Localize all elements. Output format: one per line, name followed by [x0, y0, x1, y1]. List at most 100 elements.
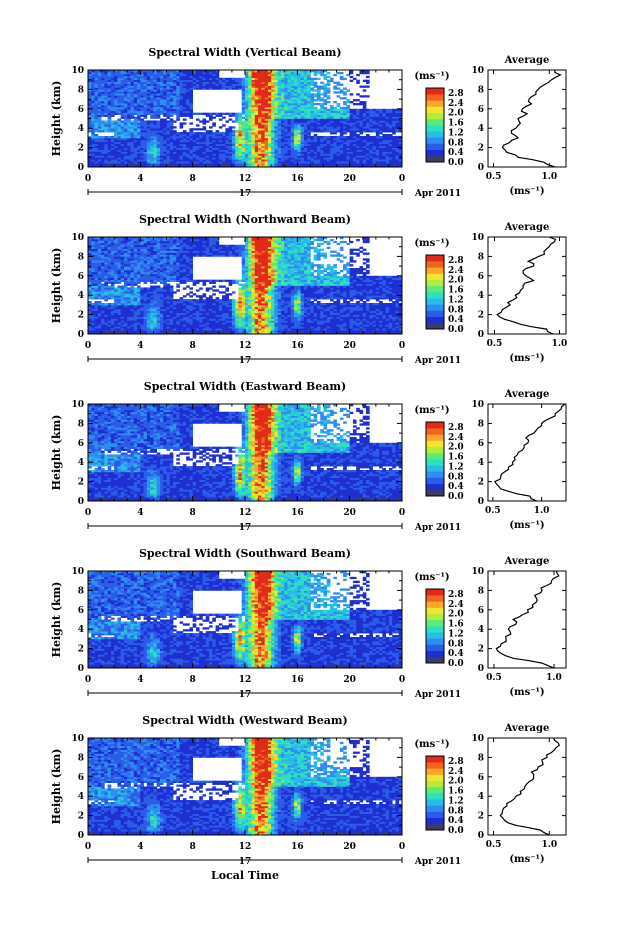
heatmap-cell [189, 112, 194, 115]
heatmap-cell [123, 289, 128, 292]
heatmap-cell [104, 153, 108, 156]
heatmap-cell [107, 124, 112, 127]
heatmap-cell [313, 108, 318, 112]
heatmap-cell [339, 89, 344, 92]
heatmap-cell [117, 330, 122, 333]
heatmap-cell [110, 101, 115, 104]
heatmap-cell [349, 118, 354, 121]
heatmap-cell [117, 299, 122, 302]
heatmap-cell [323, 106, 328, 110]
heatmap-cell [326, 116, 331, 119]
heatmap-cell [222, 159, 226, 162]
heatmap-cell [110, 120, 115, 123]
heatmap-cell [261, 149, 265, 152]
heatmap-cell [310, 137, 315, 141]
heatmap-cell [107, 320, 112, 323]
heatmap-cell [392, 122, 396, 125]
heatmap-cell [130, 116, 135, 119]
heatmap-cell [101, 104, 105, 108]
heatmap-cell [133, 244, 138, 248]
heatmap-cell [313, 85, 318, 88]
heatmap-cell [343, 77, 347, 81]
heatmap-cell [104, 238, 108, 242]
heatmap-cell [120, 134, 125, 137]
heatmap-cell [140, 262, 144, 265]
heatmap-cell [366, 120, 370, 123]
heatmap-cell [97, 242, 102, 246]
heatmap-cell [143, 149, 148, 152]
heatmap-cell [127, 139, 131, 143]
heatmap-cell [101, 297, 105, 300]
heatmap-cell [169, 155, 174, 158]
heatmap-cell [150, 95, 154, 98]
heatmap-cell [97, 135, 102, 139]
heatmap-cell [202, 161, 207, 164]
heatmap-cell [330, 159, 334, 162]
heatmap-cell [398, 151, 403, 154]
heatmap-cell [300, 91, 305, 94]
heatmap-cell [153, 71, 158, 75]
heatmap-cell [280, 134, 285, 137]
heatmap-cell [94, 293, 99, 296]
heatmap-cell [258, 116, 262, 119]
heatmap-cell [123, 250, 128, 253]
heatmap-cell [156, 106, 161, 110]
heatmap-cell [91, 97, 95, 100]
heatmap-cell [153, 135, 158, 139]
heatmap-cell [176, 83, 180, 86]
heatmap-cell [133, 268, 138, 271]
heatmap-cell [104, 73, 108, 77]
heatmap-cell [179, 141, 184, 145]
heatmap-cell [379, 126, 383, 129]
heatmap-cell [199, 132, 203, 135]
heatmap-cell [120, 291, 125, 294]
average-y-tick-label: 6 [478, 105, 484, 115]
heatmap-cell [107, 252, 112, 255]
heatmap-cell [88, 135, 92, 139]
heatmap-cell [382, 153, 386, 156]
heatmap-cell [107, 289, 112, 292]
heatmap-cell [114, 147, 118, 150]
heatmap-cell [385, 151, 390, 154]
heatmap-cell [137, 89, 141, 92]
heatmap-cell [258, 91, 262, 94]
heatmap-cell [228, 85, 233, 88]
heatmap-cell [104, 314, 108, 317]
heatmap-cell [366, 149, 370, 152]
heatmap-cell [94, 120, 99, 123]
heatmap-cell [182, 153, 187, 156]
heatmap-cell [140, 101, 144, 104]
heatmap-cell [130, 264, 135, 267]
heatmap-cell [143, 106, 148, 110]
heatmap-cell [150, 101, 154, 104]
heatmap-cell [107, 122, 112, 125]
heatmap-cell [169, 153, 174, 156]
heatmap-cell [228, 118, 233, 121]
heatmap-cell [130, 328, 135, 331]
heatmap-cell [297, 157, 301, 160]
heatmap-cell [176, 106, 180, 110]
heatmap-cell [294, 83, 298, 86]
heatmap-cell [101, 102, 105, 106]
heatmap-cell [110, 281, 115, 284]
heatmap-cell [110, 147, 115, 150]
heatmap-cell [392, 149, 396, 152]
heatmap-cell [343, 135, 347, 139]
heatmap-cell [117, 130, 122, 133]
heatmap-cell [94, 262, 99, 265]
heatmap-cell [323, 110, 328, 114]
heatmap-cell [110, 155, 115, 158]
heatmap-cell [179, 101, 184, 104]
heatmap-cell [395, 161, 400, 164]
heatmap-cell [189, 135, 194, 139]
heatmap-cell [356, 99, 360, 102]
heatmap-cell [274, 124, 279, 127]
heatmap-cell [218, 134, 223, 137]
heatmap-cell [294, 99, 298, 102]
heatmap-cell [379, 143, 383, 147]
heatmap-cell [123, 70, 128, 73]
heatmap-cell [120, 104, 125, 108]
heatmap-cell [294, 102, 298, 106]
heatmap-cell [284, 132, 288, 135]
heatmap-cell [320, 81, 324, 84]
